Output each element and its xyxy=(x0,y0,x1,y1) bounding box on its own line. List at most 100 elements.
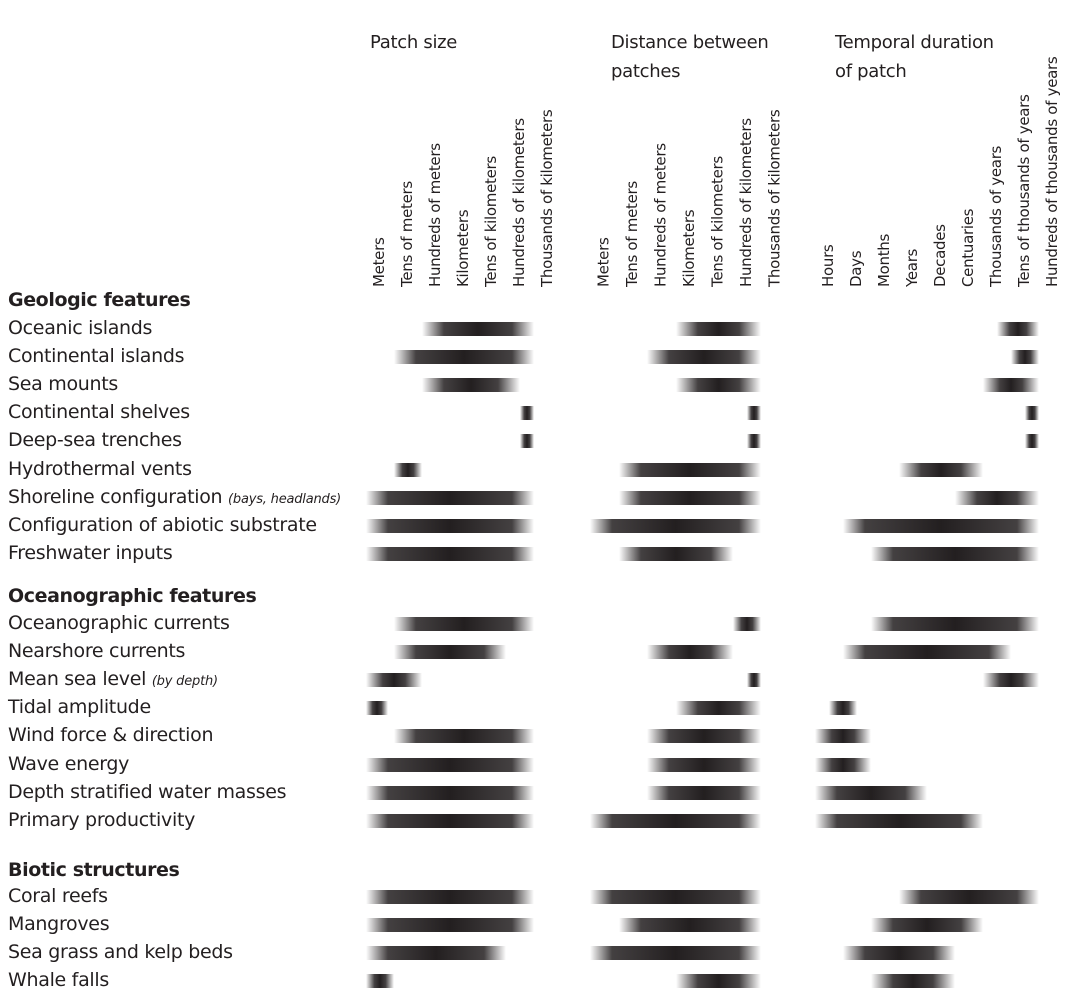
row-label: Wave energy xyxy=(8,753,129,775)
row-label-text: Whale falls xyxy=(8,969,109,992)
column-label: Tens of thousands of years xyxy=(1015,94,1033,287)
row-label-text: Primary productivity xyxy=(8,808,196,831)
range-bar xyxy=(871,546,1039,561)
range-bar xyxy=(732,617,761,631)
row-label-text: Hydrothermal vents xyxy=(8,457,192,480)
row-label-text: Sea mounts xyxy=(8,373,118,396)
range-bar xyxy=(675,701,761,716)
group-title: Patch size xyxy=(370,32,458,53)
row-label: Hydrothermal vents xyxy=(8,458,192,480)
column-label: Tens of meters xyxy=(622,181,641,287)
row-label-text: Wave energy xyxy=(8,752,130,775)
column-label: Years xyxy=(903,248,921,287)
range-bar xyxy=(520,434,534,449)
range-bar xyxy=(843,518,1039,533)
row-label: Deep-sea trenches xyxy=(8,429,182,451)
range-bar xyxy=(366,757,534,772)
row-label: Primary productivity xyxy=(8,809,195,831)
range-bar xyxy=(647,785,761,800)
row-label: Continental islands xyxy=(8,345,185,368)
column-label: Hundreds of thousands of years xyxy=(1043,56,1061,287)
range-bar xyxy=(899,462,983,477)
group-title: patches xyxy=(611,61,681,82)
column-label: Tens of meters xyxy=(398,181,416,287)
range-bar xyxy=(955,490,1039,505)
row-label: Nearshore currents xyxy=(8,640,185,662)
row-label-text: Shoreline configuration xyxy=(8,485,223,508)
range-bar xyxy=(422,322,534,336)
row-label: Sea mounts xyxy=(8,373,118,395)
range-bar xyxy=(746,406,761,421)
row-label-text: Coral reefs xyxy=(8,885,108,907)
row-label-text: Continental shelves xyxy=(8,401,190,424)
column-label: Kilometers xyxy=(454,209,472,287)
row-label-text: Depth stratified water masses xyxy=(8,780,287,803)
row-label-text: Mean sea level xyxy=(8,668,147,691)
range-bar xyxy=(422,378,520,393)
range-bar xyxy=(871,617,1039,631)
range-bar xyxy=(815,729,871,744)
range-bar xyxy=(647,729,761,744)
range-bar xyxy=(871,918,983,933)
row-label-note: (by depth) xyxy=(151,674,218,690)
range-bar xyxy=(843,946,955,961)
range-bar xyxy=(590,946,761,961)
row-label: Oceanic islands xyxy=(8,317,152,339)
range-bar xyxy=(366,546,534,561)
range-bar xyxy=(983,378,1039,393)
range-bar xyxy=(394,645,506,660)
range-bar xyxy=(366,946,506,961)
column-label: Tens of kilometers xyxy=(708,156,727,287)
range-bar xyxy=(366,890,534,904)
row-label-text: Freshwater inputs xyxy=(8,541,173,564)
range-bar xyxy=(366,701,389,716)
range-bar xyxy=(366,490,534,505)
range-bar xyxy=(746,434,761,449)
section-title: Geologic features xyxy=(8,289,191,311)
range-bar xyxy=(366,785,534,800)
range-bar xyxy=(647,757,761,772)
range-bar xyxy=(675,378,761,393)
range-bar xyxy=(997,322,1039,336)
range-bar xyxy=(366,673,422,688)
range-bar xyxy=(618,918,761,933)
row-label-text: Deep-sea trenches xyxy=(8,429,182,452)
column-label: Decades xyxy=(931,224,949,287)
range-bar xyxy=(618,462,761,477)
range-bar xyxy=(520,406,534,421)
column-label: Hundreds of meters xyxy=(426,143,444,287)
range-bar xyxy=(829,701,857,716)
range-bar xyxy=(366,974,394,989)
range-bar xyxy=(394,617,534,631)
range-bar xyxy=(647,350,761,365)
range-bar xyxy=(899,890,1039,904)
row-label: Tidal amplitude xyxy=(8,696,151,718)
range-bar xyxy=(394,462,422,477)
row-label: Freshwater inputs xyxy=(8,541,173,564)
column-label: Hours xyxy=(819,244,837,287)
range-bar xyxy=(366,918,534,933)
column-label: Hundreds of kilometers xyxy=(736,118,755,287)
row-label: Wind force & direction xyxy=(8,724,214,747)
row-label-text: Wind force & direction xyxy=(8,724,214,747)
row-label-text: Continental islands xyxy=(8,345,185,368)
range-bar xyxy=(983,673,1039,688)
range-bar xyxy=(618,546,733,561)
range-bar xyxy=(675,322,761,336)
row-label: Shoreline configuration (bays, headlands… xyxy=(8,486,341,508)
row-label: Sea grass and kelp beds xyxy=(8,941,233,963)
range-bar xyxy=(1025,434,1039,449)
group-title: Distance between xyxy=(611,32,769,53)
row-label-text: Configuration of abiotic substrate xyxy=(8,513,317,536)
row-label-text: Mangroves xyxy=(8,913,110,936)
column-label: Tens of kilometers xyxy=(482,156,500,287)
range-bar xyxy=(815,757,871,772)
range-bar xyxy=(746,673,761,688)
row-label: Configuration of abiotic substrate xyxy=(8,514,317,536)
range-bar xyxy=(394,350,534,365)
row-label-text: Sea grass and kelp beds xyxy=(8,941,233,964)
row-label-text: Oceanographic currents xyxy=(8,612,230,634)
range-bar xyxy=(590,518,761,533)
row-label-text: Tidal amplitude xyxy=(8,696,151,719)
